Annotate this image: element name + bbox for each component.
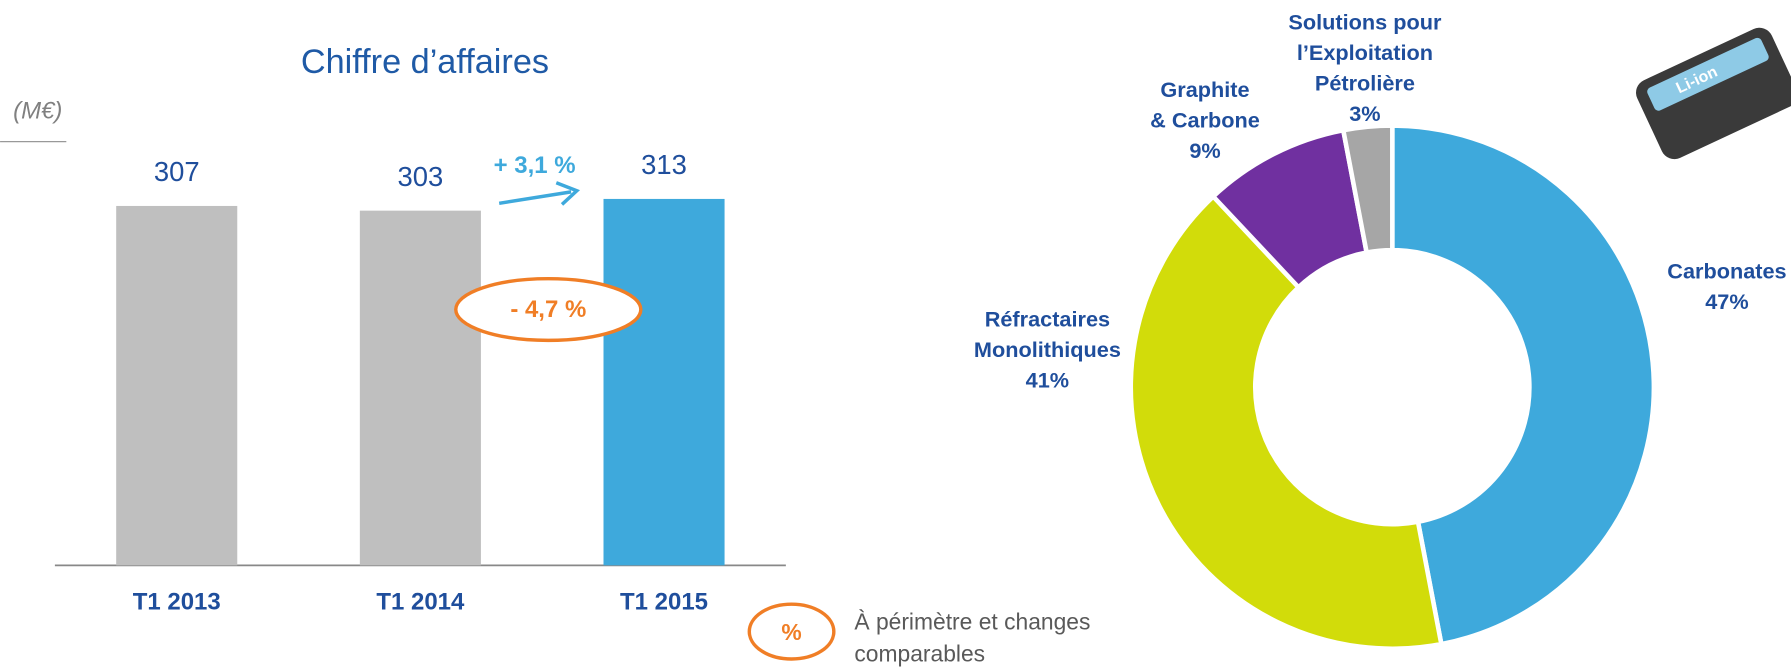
chart: Chiffre d’affaires (M€) + 3,1 % 307 T1 20… — [0, 0, 1791, 667]
bar — [116, 206, 237, 565]
battery-image: Li-ion — [1631, 23, 1791, 163]
growth-arrow — [499, 192, 571, 203]
bars: 307 T1 2013 303 T1 2014 313 T1 2015 — [116, 149, 724, 615]
x-tick-label: T1 2014 — [376, 588, 465, 615]
slice-label: Pétrolière — [1315, 71, 1415, 96]
slice-label: Solutions pour — [1288, 10, 1442, 35]
note: comparables — [854, 641, 985, 667]
bar — [603, 199, 724, 565]
bar — [360, 211, 481, 566]
note-symbol: % — [781, 619, 801, 645]
y-label: (M€) — [13, 97, 62, 124]
value-label: 303 — [398, 161, 444, 192]
slice-value-label: 41% — [1026, 368, 1069, 393]
x-tick-label: T1 2013 — [133, 588, 221, 615]
note: À périmètre et changes — [854, 609, 1090, 635]
slice-label: Réfractaires — [985, 307, 1110, 332]
donut-slice — [1392, 126, 1654, 644]
slice-value-label: 3% — [1349, 101, 1380, 126]
value-label: 313 — [641, 149, 687, 180]
slice-label: Carbonates — [1667, 259, 1786, 284]
slice-label: l’Exploitation — [1297, 40, 1433, 65]
slice-value-label: 47% — [1705, 289, 1748, 314]
organic-label: - 4,7 % — [510, 296, 586, 323]
x-tick-label: T1 2015 — [620, 588, 708, 615]
page: Chiffre d’affaires (M€) + 3,1 % 307 T1 20… — [0, 0, 1791, 667]
slice-label: Monolithiques — [974, 337, 1121, 362]
slice-label: Graphite — [1160, 77, 1249, 102]
chart-title: Chiffre d’affaires — [301, 43, 549, 81]
growth-label: + 3,1 % — [494, 152, 576, 179]
slice-value-label: 9% — [1189, 138, 1220, 163]
slice-label: & Carbone — [1150, 108, 1260, 133]
value-label: 307 — [154, 156, 200, 187]
